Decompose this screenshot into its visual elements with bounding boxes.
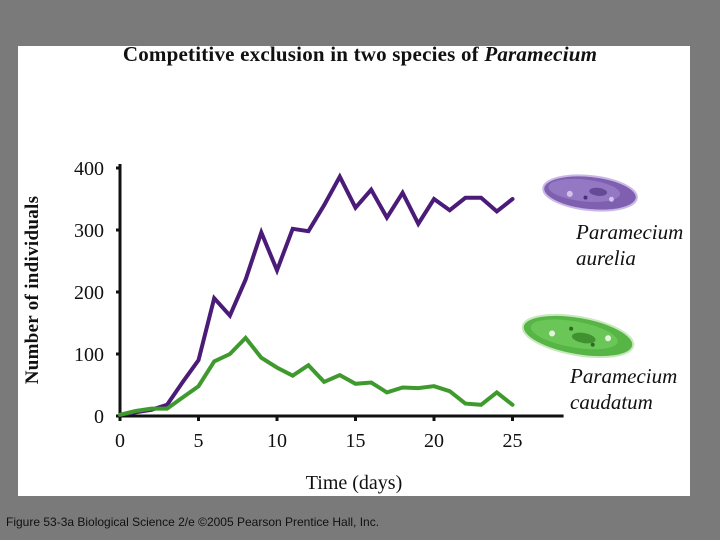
paramecium-aurelia-cell-icon	[542, 174, 638, 212]
y-tick-label: 0	[94, 406, 104, 428]
x-axis-label: Time (days)	[305, 472, 403, 494]
y-tick-label: 400	[74, 158, 104, 180]
chart-title: Competitive exclusion in two species of …	[122, 42, 598, 66]
x-tick-label: 20	[424, 430, 444, 452]
figure-caption: Figure 53-3a Biological Science 2/e ©200…	[6, 515, 380, 529]
x-tick-label: 10	[267, 430, 287, 452]
x-tick-label: 5	[194, 430, 204, 452]
paramecium-caudatum-cell-icon	[521, 313, 635, 359]
chart-axes	[118, 164, 564, 418]
chart-series	[118, 172, 515, 417]
series-line-caudatum	[118, 334, 515, 417]
chart-ticks: 0 100 200 300 400 0 5 10 15 20 25	[74, 158, 523, 452]
series-line-aurelia	[118, 172, 515, 417]
x-tick-label: 25	[503, 430, 523, 452]
legend-label-caudatum: Paramecium caudatum	[570, 364, 678, 414]
legend-label-aurelia: Paramecium aurelia	[576, 220, 684, 270]
y-tick-label: 300	[74, 220, 104, 242]
y-tick-label: 200	[74, 282, 104, 304]
x-tick-label: 15	[346, 430, 366, 452]
x-tick-label: 0	[115, 430, 125, 452]
y-tick-label: 100	[74, 344, 104, 366]
